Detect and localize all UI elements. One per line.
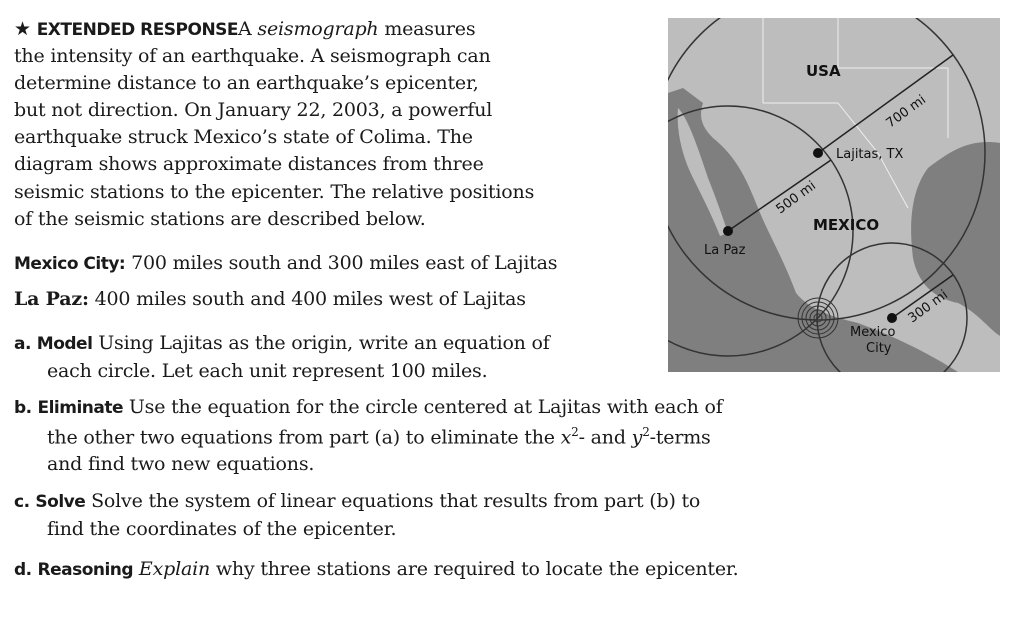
label-mexico: MEXICO (813, 216, 879, 234)
mexico-city-circle (816, 242, 968, 372)
lapaz-dot (723, 226, 733, 236)
radius-lines (727, 54, 954, 319)
text: Explain (138, 558, 210, 580)
text: the other two equations from part (a) to… (47, 425, 711, 448)
text: why three stations are required to locat… (210, 558, 739, 580)
exp: 2 (571, 425, 579, 439)
part-label: Reasoning (37, 560, 134, 580)
epicenter-map: USA MEXICO Lajitas, TX La Paz Mexico Cit… (668, 18, 1000, 372)
part-label: Solve (35, 492, 86, 512)
intro-line: diagram shows approximate distances from… (14, 153, 484, 175)
part-d: d. Reasoning Explain why three stations … (14, 558, 739, 580)
part-letter: b. (14, 398, 32, 418)
station-name: La Paz: (14, 288, 89, 310)
part-b: b. Eliminate Use the equation for the ci… (14, 396, 723, 418)
text: Solve the system of linear equations tha… (85, 490, 701, 512)
text: - and (578, 426, 632, 449)
lapaz-circle (668, 105, 854, 357)
label-lajitas: Lajitas, TX (836, 147, 903, 162)
part-c: c. Solve Solve the system of linear equa… (14, 490, 700, 512)
text: and find two new equations. (47, 453, 315, 475)
label-mexico-city: City (866, 341, 892, 356)
intro-line: but not direction. On January 22, 2003, … (14, 99, 493, 121)
lajitas-circle (668, 18, 986, 321)
intro-line: seismic stations to the epicenter. The r… (14, 181, 535, 203)
mexico-city-dot (887, 313, 897, 323)
text: A (238, 18, 258, 40)
text: Use the equation for the circle centered… (123, 396, 723, 418)
label-lapaz: La Paz (704, 243, 746, 258)
text: 700 miles south and 300 miles east of La… (125, 252, 558, 274)
part-letter: a. (14, 334, 31, 354)
text: the other two equations from part (a) to… (47, 426, 561, 449)
baja-peninsula (677, 108, 728, 236)
intro-line: of the seismic stations are described be… (14, 208, 426, 230)
station-la-paz: La Paz: 400 miles south and 400 miles we… (14, 288, 526, 310)
star-icon: ★ (14, 18, 31, 40)
lajitas-dot (813, 148, 823, 158)
part-letter: c. (14, 492, 30, 512)
intro-line: determine distance to an earthquake’s ep… (14, 72, 479, 94)
range-circles (668, 18, 986, 372)
var: y (631, 426, 643, 449)
text: 400 miles south and 400 miles west of La… (88, 288, 526, 310)
text: -terms (649, 426, 711, 449)
text: each circle. Let each unit represent 100… (47, 360, 488, 382)
station-mexico-city: Mexico City: 700 miles south and 300 mil… (14, 252, 558, 274)
problem-label: EXTENDED RESPONSE (36, 20, 239, 40)
epicenter-icon (797, 297, 839, 339)
intro-line: ★ EXTENDED RESPONSEA seismograph measure… (14, 18, 476, 40)
exp: 2 (642, 425, 650, 439)
text: Using Lajitas as the origin, write an eq… (92, 332, 550, 354)
station-name: Mexico City: (14, 254, 126, 274)
label-mexico-city: Mexico (850, 325, 895, 340)
state-borders (762, 18, 949, 209)
term: seismograph (257, 18, 379, 40)
part-a: a. Model Using Lajitas as the origin, wr… (14, 332, 550, 354)
intro-line: the intensity of an earthquake. A seismo… (14, 45, 491, 67)
text: measures (378, 18, 476, 40)
var: x (560, 426, 572, 449)
part-label: Eliminate (37, 398, 124, 418)
part-letter: d. (14, 560, 32, 580)
part-label: Model (36, 334, 93, 354)
text: find the coordinates of the epicenter. (47, 518, 397, 540)
label-usa: USA (806, 62, 841, 80)
intro-line: earthquake struck Mexico’s state of Coli… (14, 126, 473, 148)
land (668, 18, 1000, 372)
